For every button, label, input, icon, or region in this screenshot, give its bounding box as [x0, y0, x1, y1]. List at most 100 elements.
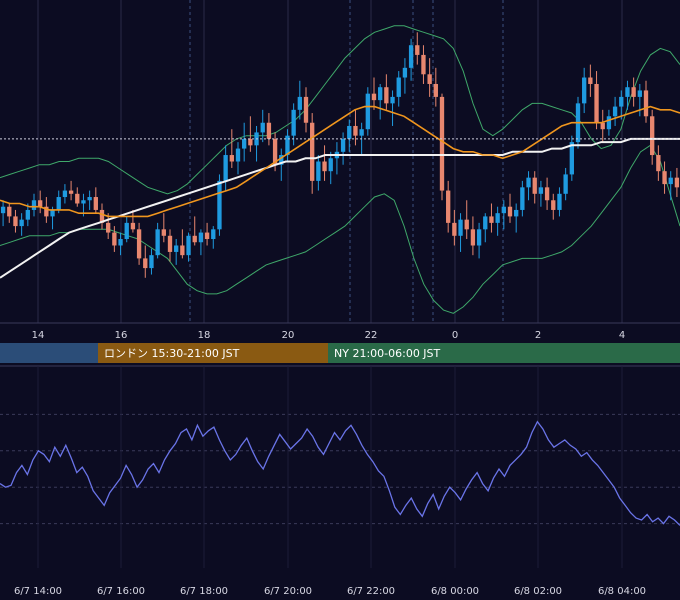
short-moving-average-line [0, 105, 680, 218]
price-x-tick-label: 18 [198, 330, 211, 341]
candle-body [149, 255, 154, 269]
price-x-tick-label: 14 [32, 330, 45, 341]
candle-body [470, 229, 476, 246]
candle-body [38, 200, 43, 207]
candle-body [446, 190, 451, 223]
long-moving-average-line [0, 137, 680, 279]
candle-body [606, 116, 612, 130]
candle-body [625, 87, 630, 97]
candle-body [563, 174, 568, 194]
candle-body [353, 125, 358, 136]
candle-body [174, 245, 179, 252]
candle-body [476, 229, 482, 246]
candle-body [594, 83, 599, 123]
oscillator-line [0, 420, 680, 526]
price-x-tick-label: 16 [115, 330, 128, 341]
oscillator-x-tick-label: 6/7 18:00 [180, 586, 228, 597]
oscillator-x-tick-label: 6/7 14:00 [14, 586, 62, 597]
candle-body [538, 187, 544, 194]
candle-body [118, 239, 123, 246]
oscillator-x-tick-label: 6/7 20:00 [264, 586, 312, 597]
candle-body [557, 193, 562, 210]
candle-body [303, 96, 309, 123]
oscillator-x-tick-label: 6/7 22:00 [347, 586, 395, 597]
candle-body [483, 216, 488, 230]
candle-body [588, 77, 593, 84]
candle-body [396, 77, 401, 97]
candle-body [75, 193, 80, 204]
candle-body [112, 232, 117, 246]
candle-body [347, 125, 352, 139]
candle-body [359, 129, 364, 136]
candle-body [501, 206, 506, 214]
candle-body [390, 96, 395, 104]
price-x-tick-label: 2 [535, 330, 541, 341]
candle-body [458, 219, 463, 236]
candle-body [612, 106, 618, 117]
candle-body [526, 177, 531, 188]
candle-body [637, 90, 642, 97]
candle-body [310, 122, 315, 181]
candle-body [297, 96, 302, 110]
candle-body [378, 87, 383, 101]
candle-body [631, 87, 636, 97]
candle-body [13, 216, 18, 227]
oscillator-x-axis: 6/7 14:00 6/7 16:00 6/7 18:00 6/7 20:00 6/7 … [14, 586, 646, 597]
candle-body [532, 177, 537, 194]
candle-body [62, 190, 68, 198]
price-gridlines [37, 0, 623, 323]
candle-body [31, 200, 37, 210]
candle-body [544, 187, 550, 201]
candle-body [248, 138, 253, 146]
candle-body [229, 155, 234, 162]
candle-body [211, 229, 216, 240]
candle-body [433, 83, 438, 97]
candle-body [674, 177, 680, 188]
candle-body [427, 74, 432, 84]
candle-body [582, 77, 587, 104]
oscillator-x-tick-label: 6/8 02:00 [514, 586, 562, 597]
candle-body [384, 87, 389, 104]
candle-body [408, 45, 414, 68]
candle-body [316, 161, 321, 181]
candle-body [520, 187, 525, 210]
candle-body [106, 222, 111, 233]
candle-body [143, 258, 148, 269]
candle-body [81, 200, 86, 204]
candle-body [371, 93, 377, 101]
candle-body [7, 206, 12, 217]
oscillator-x-tick-label: 6/8 00:00 [431, 586, 479, 597]
session-label: ロンドン 15:30-21:00 JST [104, 347, 240, 360]
candle-body [44, 206, 49, 217]
bollinger-bands [0, 25, 680, 314]
candle-body [291, 109, 296, 136]
candle-body [619, 96, 624, 107]
session-label: NY 21:00-06:00 JST [334, 347, 441, 360]
candle-body [514, 209, 519, 217]
candle-body [161, 229, 166, 236]
candle-body [124, 222, 129, 240]
candle-body [439, 96, 445, 191]
candle-body [235, 148, 241, 162]
candle-body [0, 206, 6, 214]
candle-body [204, 232, 210, 240]
candle-body [56, 197, 61, 210]
price-x-axis: 14 16 18 20 22 0 2 4 [32, 330, 626, 341]
candle-body [279, 155, 284, 165]
candle-body [328, 158, 333, 172]
price-x-tick-label: 0 [452, 330, 458, 341]
candle-body [155, 229, 160, 256]
bollinger-lower-line [0, 144, 680, 314]
candle-body [198, 232, 204, 243]
candle-body [186, 235, 191, 256]
candle-body [93, 197, 98, 210]
session-segment [98, 343, 328, 363]
candle-body [266, 122, 272, 139]
price-x-tick-label: 4 [619, 330, 625, 341]
oscillator-gridlines [0, 366, 680, 568]
candle-body [495, 213, 500, 223]
candle-body [650, 116, 655, 156]
oscillator-panel: 6/7 14:00 6/7 16:00 6/7 18:00 6/7 20:00 6/7 … [0, 365, 680, 597]
candle-body [130, 222, 136, 230]
